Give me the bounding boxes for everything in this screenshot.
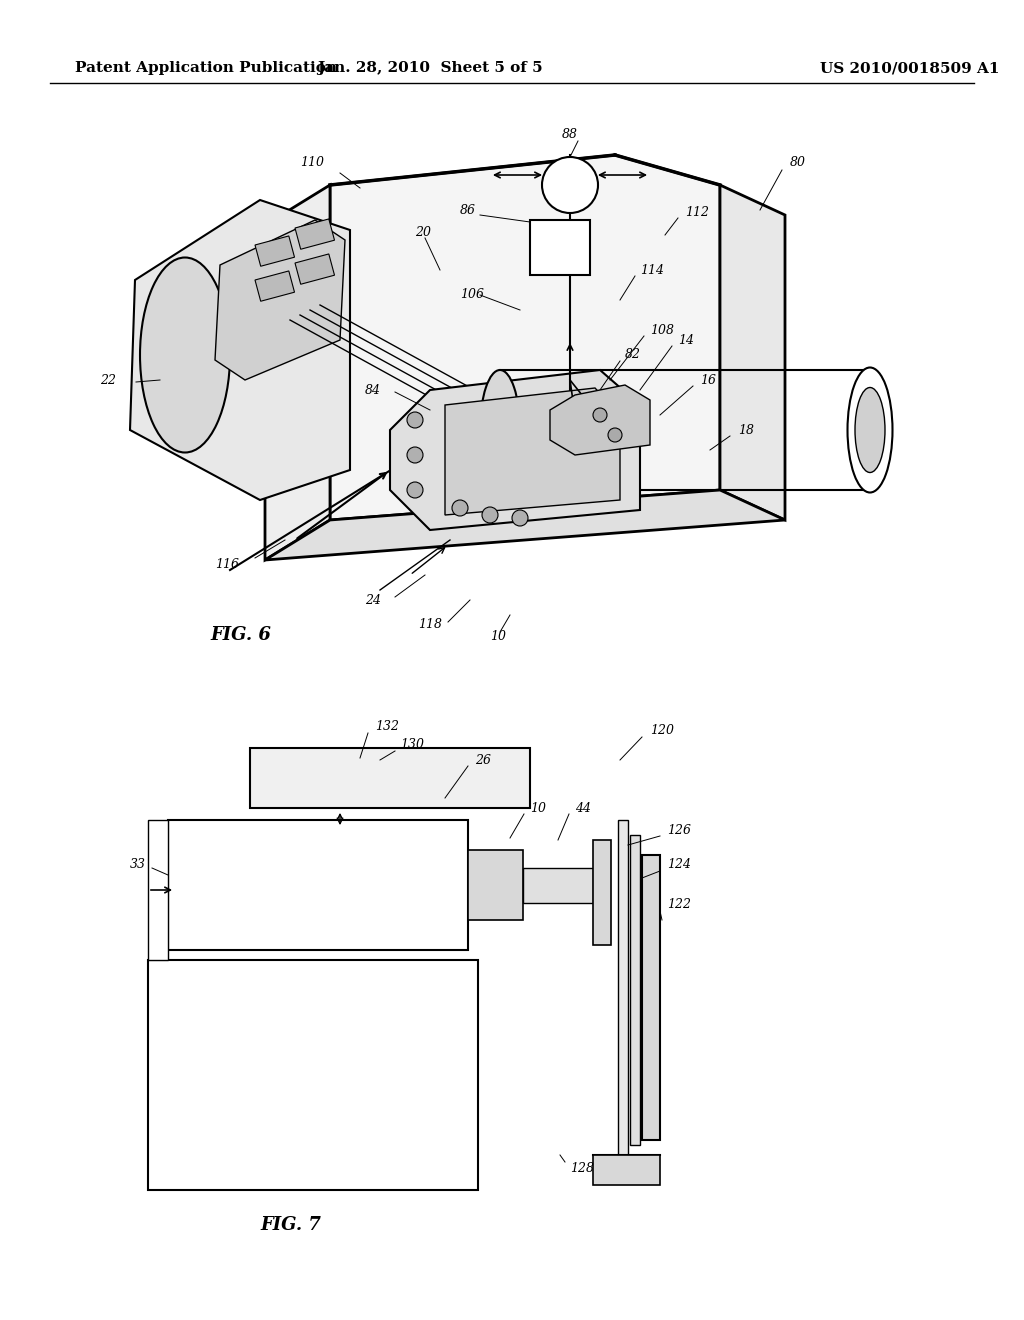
Text: 33: 33 [130,858,146,871]
Ellipse shape [140,257,230,453]
Text: 126: 126 [667,824,691,837]
Ellipse shape [480,370,520,490]
Text: 122: 122 [667,899,691,912]
Text: US 2010/0018509 A1: US 2010/0018509 A1 [820,61,999,75]
Text: 10: 10 [530,801,546,814]
Text: 110: 110 [300,157,324,169]
Text: 128: 128 [570,1162,594,1175]
Text: 18: 18 [738,424,754,437]
Bar [295,219,335,249]
Bar [295,253,335,284]
Bar [255,271,295,301]
Text: 26: 26 [475,754,490,767]
Text: 22: 22 [100,374,116,387]
Polygon shape [130,201,350,500]
Text: 20: 20 [415,226,431,239]
Circle shape [452,500,468,516]
Text: 132: 132 [375,721,399,734]
Text: 120: 120 [650,723,674,737]
Text: 88: 88 [562,128,578,141]
Bar [530,220,590,275]
Text: 114: 114 [640,264,664,276]
Bar [618,820,628,1155]
Polygon shape [593,1155,660,1185]
Text: 44: 44 [575,801,591,814]
Text: Patent Application Publication: Patent Application Publication [75,61,337,75]
Circle shape [482,507,498,523]
Text: FIG. 7: FIG. 7 [260,1216,321,1234]
Text: 10: 10 [490,631,506,644]
Text: 84: 84 [365,384,381,396]
Text: 116: 116 [215,558,239,572]
Polygon shape [445,388,620,515]
Text: 118: 118 [418,619,442,631]
Text: 80: 80 [790,157,806,169]
Ellipse shape [848,367,893,492]
Polygon shape [330,154,720,520]
Text: 112: 112 [685,206,709,219]
Text: 130: 130 [400,738,424,751]
Text: 86: 86 [460,203,476,216]
Bar [255,236,295,267]
Polygon shape [148,820,168,960]
Bar [250,748,530,808]
Bar [630,836,640,1144]
Bar [642,855,660,1140]
Polygon shape [550,385,650,455]
Polygon shape [265,490,785,560]
Ellipse shape [855,388,885,473]
Text: 108: 108 [650,323,674,337]
Polygon shape [265,185,330,560]
Circle shape [407,447,423,463]
Bar [468,850,523,920]
Bar [168,820,468,950]
Text: Jan. 28, 2010  Sheet 5 of 5: Jan. 28, 2010 Sheet 5 of 5 [317,61,543,75]
Circle shape [407,412,423,428]
Circle shape [512,510,528,525]
Bar [523,869,593,903]
Text: 14: 14 [678,334,694,346]
Text: 124: 124 [667,858,691,871]
Text: 82: 82 [625,348,641,362]
Polygon shape [720,185,785,520]
Circle shape [542,157,598,213]
Text: 16: 16 [700,374,716,387]
Text: FIG. 6: FIG. 6 [210,626,271,644]
Text: 106: 106 [460,289,484,301]
Circle shape [407,482,423,498]
Text: 24: 24 [365,594,381,606]
Polygon shape [215,220,345,380]
Circle shape [608,428,622,442]
Bar [148,960,478,1191]
Polygon shape [390,370,640,531]
Circle shape [593,408,607,422]
Bar [593,840,611,945]
